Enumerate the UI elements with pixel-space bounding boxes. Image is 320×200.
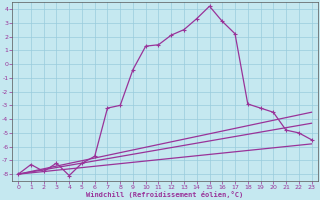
X-axis label: Windchill (Refroidissement éolien,°C): Windchill (Refroidissement éolien,°C) [86,191,244,198]
